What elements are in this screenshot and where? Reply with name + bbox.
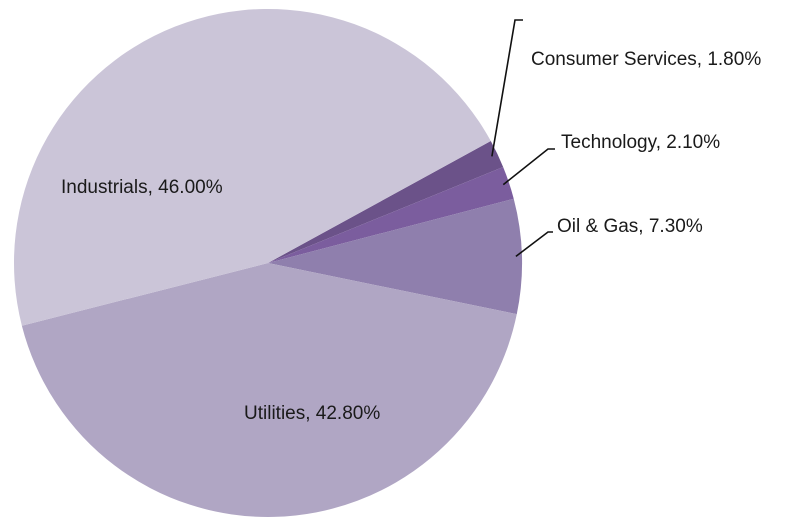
slice-consumer-services (268, 141, 504, 263)
leader-line-oil-and-gas (515, 231, 553, 258)
slice-label-consumer-services: Consumer Services, 1.80% (531, 49, 761, 70)
slice-label-oil-and-gas: Oil & Gas, 7.30% (557, 216, 703, 237)
leader-lines-layer (491, 19, 555, 258)
slice-label-utilities: Utilities, 42.80% (244, 403, 380, 424)
slice-utilities (21, 263, 517, 517)
slice-industrials (13, 8, 491, 326)
leader-line-consumer-services (491, 19, 523, 157)
leader-line-technology (502, 148, 555, 186)
slices-layer (13, 8, 522, 517)
labels-layer: Consumer Services, 1.80% Technology, 2.1… (61, 49, 761, 424)
slice-oil-and-gas (268, 198, 522, 315)
slice-label-industrials: Industrials, 46.00% (61, 177, 223, 198)
slice-label-technology: Technology, 2.10% (561, 132, 720, 153)
slice-technology (268, 166, 514, 263)
